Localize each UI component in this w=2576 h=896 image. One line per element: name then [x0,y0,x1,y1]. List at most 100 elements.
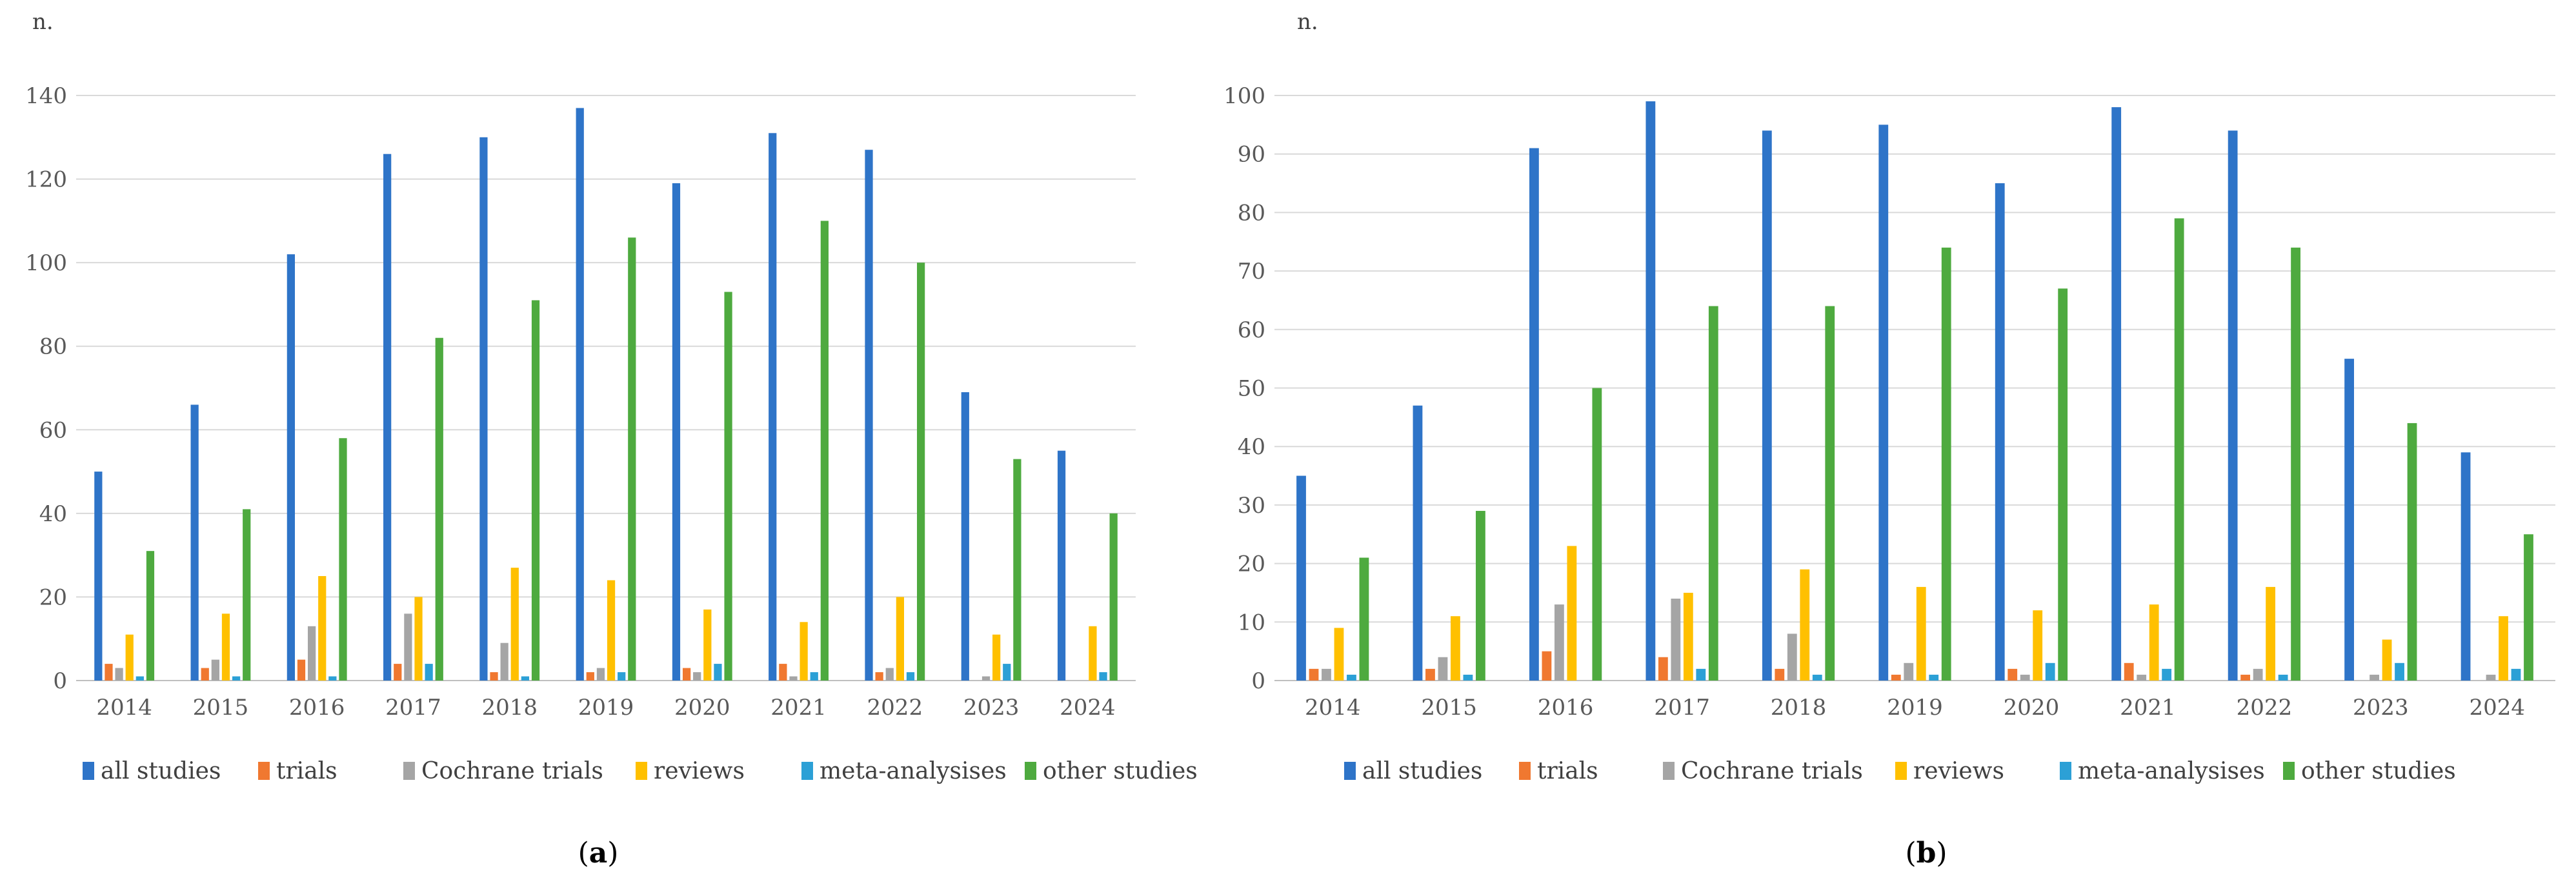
bar-all-studies-2019 [1878,124,1889,681]
chart-b-y-axis: 0 10 20 30 40 50 60 70 80 90 100 [1223,83,1265,694]
legend-label: Cochrane trials [1681,758,1863,784]
bar-reviews-2017 [414,597,423,681]
bar-other-studies-2016 [1592,388,1602,681]
legend-swatch [83,762,94,780]
bar-trials-2018 [490,672,498,681]
bar-reviews-2022 [896,597,904,681]
legend-item-cochrane-trials: Cochrane trials [403,758,603,784]
bar-meta-analysises-2014 [1347,674,1356,681]
caption-open-paren: ( [1905,837,1916,870]
chart-a-caption: (a) [578,837,619,870]
chart-b-caption: (b) [1905,837,1947,870]
bar-all-studies-2019 [576,108,584,681]
bar-other-studies-2017 [1708,306,1718,681]
bar-trials-2017 [394,664,402,681]
caption-open-paren: ( [578,837,589,870]
bar-meta-analysises-2021 [2162,668,2172,681]
bar-all-studies-2014 [94,472,103,681]
legend-label: other studies [2301,758,2456,784]
chart-a-y-axis: 0 20 40 60 80 100 120 140 [25,83,67,694]
bar-reviews-2023 [2382,639,2392,681]
bar-other-studies-2021 [2174,218,2184,681]
x-tick-label: 2019 [1887,695,1943,721]
x-tick-label: 2014 [1305,695,1361,721]
bar-trials-2019 [1891,674,1901,681]
x-tick-label: 2016 [1538,695,1594,721]
bar-reviews-2020 [2033,610,2043,681]
x-tick-label: 2021 [2120,695,2176,721]
legend-item-meta-analysises: meta-analysises [801,758,1007,784]
bar-meta-analysises-2023 [1003,664,1011,681]
bar-meta-analysises-2024 [1099,672,1107,681]
legend-label: all studies [101,758,221,784]
bar-cochrane-trials-2021 [2137,674,2147,681]
chart-a-x-axis: 2014 2015 2016 2017 2018 2019 2020 2021 2022 2023… [96,695,1115,721]
legend-item-all-studies: all studies [1344,758,1482,784]
x-tick-label: 2018 [1771,695,1827,721]
y-tick-label: 140 [25,83,67,109]
bar-trials-2020 [682,668,691,681]
bar-cochrane-trials-2015 [211,659,219,681]
bar-trials-2021 [2124,662,2134,681]
x-tick-label: 2016 [289,695,345,721]
x-tick-label: 2015 [1421,695,1477,721]
y-tick-label: 20 [39,584,67,610]
legend-swatch [1519,762,1531,780]
legend-label: reviews [654,758,745,784]
bar-all-studies-2018 [479,137,488,681]
legend-label: other studies [1043,758,1198,784]
legend-label: all studies [1362,758,1482,784]
legend-item-trials: trials [258,758,337,784]
bar-other-studies-2016 [339,438,347,681]
bar-other-studies-2022 [2291,247,2300,681]
x-tick-label: 2015 [193,695,249,721]
legend-swatch [801,762,813,780]
bar-cochrane-trials-2023 [981,676,991,681]
y-tick-label: 120 [25,167,67,193]
bar-reviews-2014 [1334,628,1344,681]
legend-swatch [2060,762,2071,780]
legend-swatch [1025,762,1036,780]
chart-a-legend: all studies trials Cochrane trials reviews m… [83,758,1198,784]
x-tick-label: 2014 [96,695,152,721]
bar-reviews-2018 [510,568,519,681]
bar-cochrane-trials-2024 [2486,674,2496,681]
bar-cochrane-trials-2014 [115,668,123,681]
legend-swatch [403,762,415,780]
y-tick-label: 10 [1238,610,1265,635]
x-tick-label: 2023 [2353,695,2409,721]
bar-meta-analysises-2017 [1696,668,1706,681]
bar-trials-2015 [1425,668,1435,681]
bar-cochrane-trials-2019 [1904,662,1914,681]
bar-reviews-2019 [1916,586,1926,681]
legend-label: Cochrane trials [421,758,603,784]
legend-item-reviews: reviews [1895,758,2004,784]
y-tick-label: 0 [53,668,67,694]
bar-all-studies-2015 [190,404,199,681]
bar-meta-analysises-2024 [2511,668,2521,681]
bar-reviews-2024 [1089,626,1097,681]
bar-meta-analysises-2015 [1463,674,1473,681]
bar-cochrane-trials-2022 [2253,668,2263,681]
bar-cochrane-trials-2020 [2020,674,2030,681]
bar-cochrane-trials-2022 [885,668,894,681]
y-tick-label: 100 [1223,83,1265,109]
bar-trials-2019 [586,672,594,681]
legend-swatch [2283,762,2295,780]
chart-a-gridlines [76,95,1136,681]
legend-label: trials [276,758,337,784]
y-tick-label: 0 [1251,668,1265,694]
legend-item-all-studies: all studies [83,758,221,784]
caption-letter: a [589,837,608,870]
bar-all-studies-2024 [2460,452,2471,681]
bar-cochrane-trials-2018 [1787,633,1797,681]
bar-cochrane-trials-2014 [1322,668,1331,681]
legend-item-other-studies: other studies [1025,758,1198,784]
legend-swatch [636,762,647,780]
bar-meta-analysises-2020 [2045,662,2055,681]
bar-meta-analysises-2019 [1929,674,1939,681]
bar-other-studies-2020 [2058,288,2068,681]
